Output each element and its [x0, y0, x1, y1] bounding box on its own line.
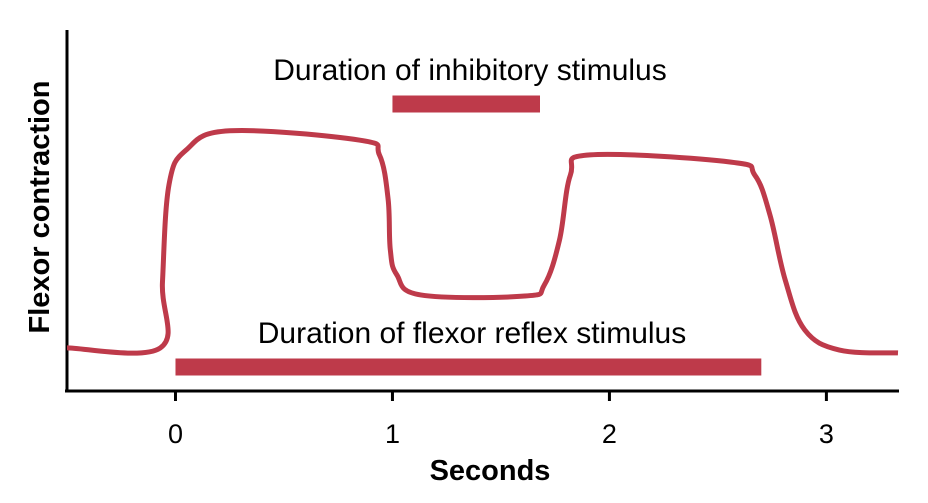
flexor-reflex-stimulus-bar: [175, 358, 762, 376]
x-tick-label: 2: [602, 419, 617, 449]
x-axis-label: Seconds: [430, 455, 551, 487]
x-tick-label: 0: [168, 419, 183, 449]
x-tick-label: 3: [819, 419, 834, 449]
x-tick-label: 1: [385, 419, 400, 449]
inhibitory-stimulus-label: Duration of inhibitory stimulus: [273, 54, 667, 87]
flexor-reflex-stimulus-label: Duration of flexor reflex stimulus: [258, 317, 687, 350]
inhibitory-stimulus-bar: [392, 95, 540, 113]
y-axis-label: Flexor contraction: [24, 81, 56, 334]
contraction-line: [66, 128, 899, 356]
